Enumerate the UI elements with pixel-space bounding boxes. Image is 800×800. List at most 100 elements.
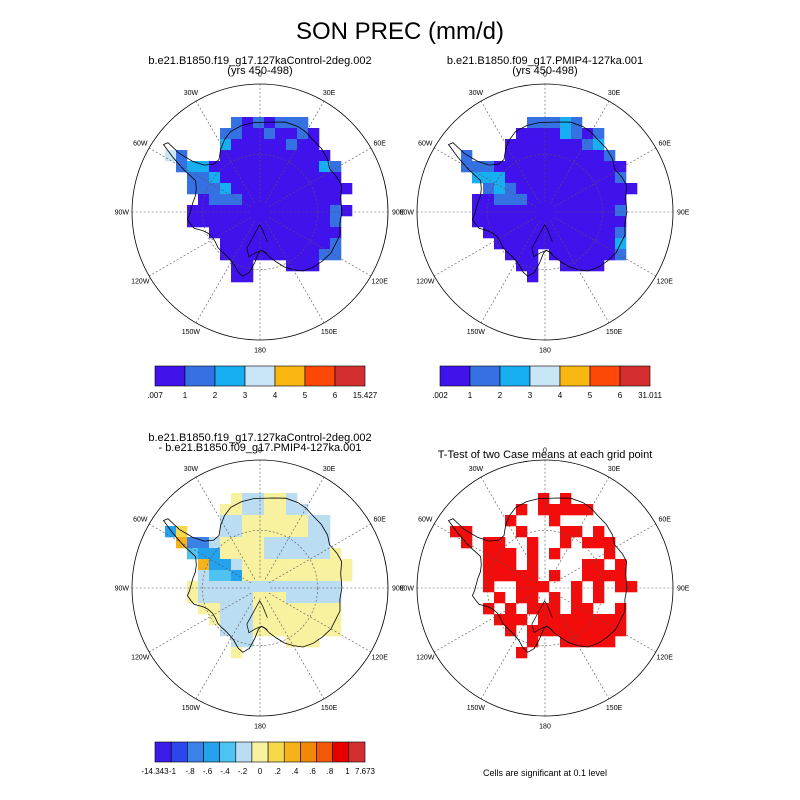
grid-cell bbox=[582, 194, 594, 206]
colorbar-swatch bbox=[154, 741, 172, 763]
colorbar-swatch bbox=[244, 365, 276, 387]
grid-cell bbox=[253, 537, 265, 549]
grid-cell bbox=[604, 548, 616, 560]
colorbar-swatch bbox=[219, 741, 237, 763]
grid-cell bbox=[549, 172, 561, 184]
grid-cell bbox=[604, 227, 616, 239]
grid-cell bbox=[253, 172, 265, 184]
grid-cell bbox=[615, 183, 627, 195]
grid-cell bbox=[527, 172, 539, 184]
grid-cell bbox=[308, 249, 320, 261]
grid-cell bbox=[297, 172, 309, 184]
grid-cell bbox=[209, 216, 221, 228]
grid-cell bbox=[297, 526, 309, 538]
grid-cell bbox=[330, 205, 342, 217]
grid-cell bbox=[593, 636, 605, 648]
grid-cell bbox=[286, 194, 298, 206]
longitude-label: 150W bbox=[467, 329, 486, 336]
grid-cell bbox=[275, 537, 287, 549]
grid-cell bbox=[494, 592, 506, 604]
grid-cell bbox=[494, 614, 506, 626]
grid-cell bbox=[286, 636, 298, 648]
grid-cell bbox=[209, 172, 221, 184]
grid-cell bbox=[319, 526, 331, 538]
grid-cell bbox=[560, 216, 572, 228]
colorbar-swatch bbox=[589, 365, 621, 387]
grid-cell bbox=[209, 194, 221, 206]
grid-cell bbox=[319, 183, 331, 195]
grid-cell bbox=[461, 150, 473, 162]
colorbar-label: 4 bbox=[558, 391, 563, 400]
grid-cell bbox=[220, 537, 232, 549]
grid-cell bbox=[472, 194, 484, 206]
grid-cell bbox=[308, 625, 320, 637]
grid-cell bbox=[187, 581, 199, 593]
map-panel-2: 0 30E 60E 90E 120E 150E 180 150W 120W 90W 60W 30W .0… bbox=[400, 71, 690, 400]
grid-cell bbox=[319, 227, 331, 239]
grid-cell bbox=[242, 526, 254, 538]
grid-cell bbox=[231, 570, 243, 582]
grid-cell bbox=[319, 537, 331, 549]
grid-cell bbox=[308, 570, 320, 582]
map-panel-1: 0 30E 60E 90E 120E 150E 180 150W 120W 90W 60W 30W .0… bbox=[115, 71, 405, 400]
grid-cell bbox=[297, 559, 309, 571]
grid-cell bbox=[209, 581, 221, 593]
grid-cell bbox=[220, 603, 232, 615]
grid-cell bbox=[527, 603, 539, 615]
grid-cell bbox=[582, 161, 594, 173]
grid-cell bbox=[253, 128, 265, 140]
grid-cell bbox=[275, 548, 287, 560]
grid-cell bbox=[231, 504, 243, 516]
grid-cell bbox=[571, 194, 583, 206]
grid-cell bbox=[308, 238, 320, 250]
grid-cell bbox=[220, 592, 232, 604]
grid-cell bbox=[319, 548, 331, 560]
grid-cell bbox=[538, 216, 550, 228]
grid-cell bbox=[198, 581, 210, 593]
grid-cell bbox=[549, 614, 561, 626]
grid-cell bbox=[176, 150, 188, 162]
longitude-label: 0 bbox=[543, 71, 547, 78]
grid-cell bbox=[582, 249, 594, 261]
grid-cell bbox=[297, 537, 309, 549]
colorbar-label: .8 bbox=[327, 767, 334, 776]
grid-cell bbox=[308, 559, 320, 571]
grid-cell bbox=[198, 183, 210, 195]
grid-cell bbox=[560, 205, 572, 217]
grid-cell bbox=[187, 205, 199, 217]
grid-cell bbox=[571, 128, 583, 140]
grid-cell bbox=[571, 172, 583, 184]
grid-cell bbox=[264, 161, 276, 173]
grid-cell bbox=[549, 194, 561, 206]
grid-cell bbox=[560, 614, 572, 626]
map-panel-3: 0 30E 60E 90E 120E 150E 180 150W 120W 90W 60W 30W -1… bbox=[115, 447, 405, 776]
grid-cell bbox=[560, 625, 572, 637]
grid-cell bbox=[253, 570, 265, 582]
grid-cell bbox=[209, 537, 221, 549]
grid-cell bbox=[505, 238, 517, 250]
grid-cell bbox=[308, 150, 320, 162]
grid-cell bbox=[615, 161, 627, 173]
longitude-label: 120W bbox=[131, 279, 150, 286]
grid-cell bbox=[319, 249, 331, 261]
grid-cell bbox=[286, 249, 298, 261]
longitude-label: 150E bbox=[321, 329, 338, 336]
grid-cell bbox=[297, 227, 309, 239]
grid-cell bbox=[560, 493, 572, 505]
grid-cell bbox=[593, 537, 605, 549]
grid-cell bbox=[505, 205, 517, 217]
grid-cell bbox=[275, 216, 287, 228]
grid-cell bbox=[297, 515, 309, 527]
grid-cell bbox=[538, 227, 550, 239]
grid-cell bbox=[516, 161, 528, 173]
grid-cell bbox=[275, 205, 287, 217]
grid-cell bbox=[516, 150, 528, 162]
grid-cell bbox=[220, 614, 232, 626]
grid-cell bbox=[582, 504, 594, 516]
longitude-label: 150W bbox=[182, 329, 201, 336]
grid-cell bbox=[582, 205, 594, 217]
grid-cell bbox=[626, 183, 638, 195]
grid-cell bbox=[286, 205, 298, 217]
panel1-subtitle: (yrs 450-498) bbox=[227, 65, 293, 77]
